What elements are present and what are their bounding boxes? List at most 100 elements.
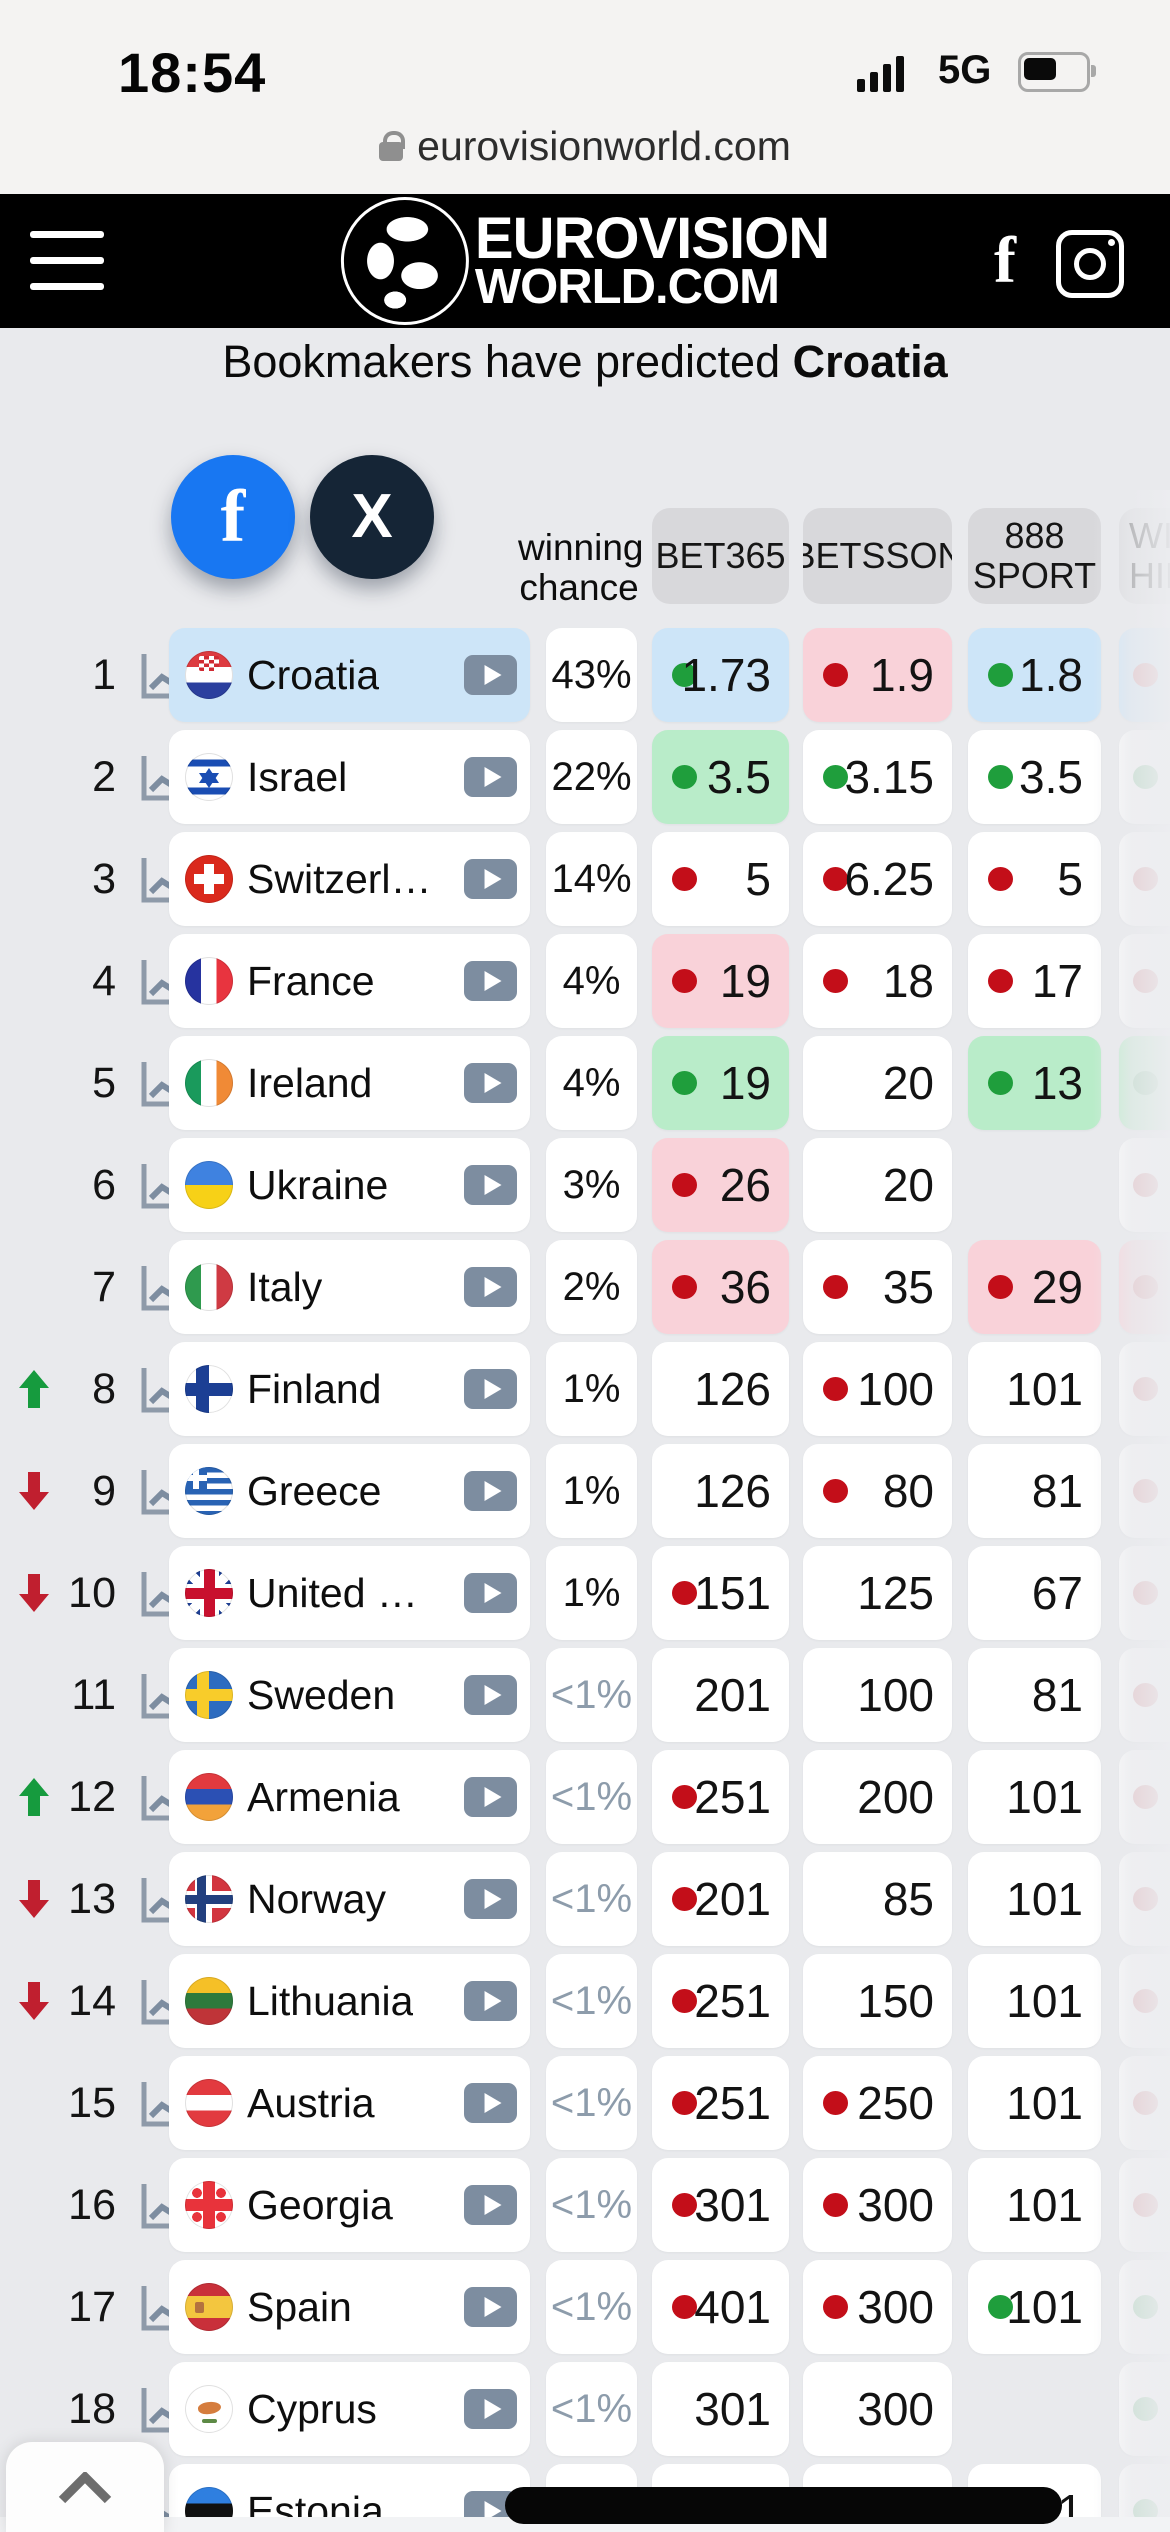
video-play-button[interactable]: [464, 757, 517, 797]
odds-cell[interactable]: 126: [652, 1342, 789, 1436]
odds-cell[interactable]: [1119, 1546, 1170, 1640]
odds-cell[interactable]: 1.8: [968, 628, 1101, 722]
odds-cell[interactable]: 101: [968, 1954, 1101, 2048]
odds-cell[interactable]: 200: [803, 1750, 952, 1844]
odds-cell[interactable]: 35: [803, 1240, 952, 1334]
video-play-button[interactable]: [464, 1471, 517, 1511]
odds-cell[interactable]: 101: [968, 1750, 1101, 1844]
odds-cell[interactable]: 301: [652, 2362, 789, 2456]
odds-cell[interactable]: 250: [803, 2056, 952, 2150]
video-play-button[interactable]: [464, 2287, 517, 2327]
column-header-betsson[interactable]: BETSSON: [803, 508, 952, 604]
instagram-icon[interactable]: [1056, 230, 1124, 298]
odds-cell[interactable]: 251: [652, 1750, 789, 1844]
odds-cell[interactable]: 67: [968, 1546, 1101, 1640]
odds-cell[interactable]: 300: [803, 2158, 952, 2252]
odds-cell[interactable]: [1119, 1750, 1170, 1844]
country-cell[interactable]: Greece: [169, 1444, 530, 1538]
country-cell[interactable]: United Kingdom: [169, 1546, 530, 1640]
odds-cell[interactable]: 3.5: [968, 730, 1101, 824]
odds-cell[interactable]: 29: [968, 1240, 1101, 1334]
odds-cell[interactable]: 126: [652, 1444, 789, 1538]
odds-cell[interactable]: [1119, 628, 1170, 722]
odds-cell[interactable]: 20: [803, 1138, 952, 1232]
country-cell[interactable]: Croatia: [169, 628, 530, 722]
video-play-button[interactable]: [464, 2083, 517, 2123]
odds-cell[interactable]: [1119, 2260, 1170, 2354]
odds-cell[interactable]: [1119, 2056, 1170, 2150]
video-play-button[interactable]: [464, 2389, 517, 2429]
video-play-button[interactable]: [464, 1777, 517, 1817]
odds-cell[interactable]: [1119, 1036, 1170, 1130]
odds-cell[interactable]: 150: [803, 1954, 952, 2048]
odds-cell[interactable]: 401: [652, 2260, 789, 2354]
odds-cell[interactable]: 101: [968, 2260, 1101, 2354]
odds-cell[interactable]: 3.15: [803, 730, 952, 824]
x-share-button[interactable]: X: [310, 455, 434, 579]
odds-cell[interactable]: 17: [968, 934, 1101, 1028]
odds-cell[interactable]: 26: [652, 1138, 789, 1232]
country-cell[interactable]: Ukraine: [169, 1138, 530, 1232]
video-play-button[interactable]: [464, 1573, 517, 1613]
odds-cell[interactable]: 101: [968, 2056, 1101, 2150]
country-cell[interactable]: Norway: [169, 1852, 530, 1946]
odds-cell[interactable]: 251: [652, 1954, 789, 2048]
odds-cell[interactable]: [1119, 730, 1170, 824]
odds-cell[interactable]: 5: [968, 832, 1101, 926]
odds-cell[interactable]: [1119, 1852, 1170, 1946]
odds-cell[interactable]: [1119, 1240, 1170, 1334]
odds-cell[interactable]: [1119, 1954, 1170, 2048]
video-play-button[interactable]: [464, 1675, 517, 1715]
odds-cell[interactable]: [1119, 832, 1170, 926]
odds-cell[interactable]: 101: [968, 2158, 1101, 2252]
address-bar[interactable]: eurovisionworld.com: [0, 118, 1170, 174]
country-cell[interactable]: Georgia: [169, 2158, 530, 2252]
video-play-button[interactable]: [464, 2185, 517, 2225]
facebook-icon[interactable]: f: [994, 224, 1016, 297]
video-play-button[interactable]: [464, 961, 517, 1001]
odds-cell[interactable]: 251: [652, 2056, 789, 2150]
country-cell[interactable]: Spain: [169, 2260, 530, 2354]
odds-cell[interactable]: 301: [652, 2158, 789, 2252]
odds-cell[interactable]: 101: [968, 1852, 1101, 1946]
facebook-share-button[interactable]: f: [171, 455, 295, 579]
odds-cell[interactable]: 19: [652, 1036, 789, 1130]
column-header-bet365[interactable]: BET365: [652, 508, 789, 604]
country-cell[interactable]: Lithuania: [169, 1954, 530, 2048]
odds-cell[interactable]: 201: [652, 1648, 789, 1742]
odds-cell[interactable]: 100: [803, 1648, 952, 1742]
odds-cell[interactable]: 80: [803, 1444, 952, 1538]
odds-cell[interactable]: [1119, 2158, 1170, 2252]
site-logo[interactable]: EUROVISION WORLD.COM: [340, 197, 830, 325]
odds-cell[interactable]: 81: [968, 1648, 1101, 1742]
country-cell[interactable]: Switzerland: [169, 832, 530, 926]
odds-cell[interactable]: 36: [652, 1240, 789, 1334]
column-header-888-sport[interactable]: 888 SPORT: [968, 508, 1101, 604]
odds-cell[interactable]: 125: [803, 1546, 952, 1640]
odds-cell[interactable]: 1.73: [652, 628, 789, 722]
odds-cell[interactable]: 151: [652, 1546, 789, 1640]
odds-cell[interactable]: 85: [803, 1852, 952, 1946]
odds-cell[interactable]: [1119, 1444, 1170, 1538]
odds-cell[interactable]: 6.25: [803, 832, 952, 926]
country-cell[interactable]: Sweden: [169, 1648, 530, 1742]
odds-cell[interactable]: 5: [652, 832, 789, 926]
odds-cell[interactable]: [1119, 1342, 1170, 1436]
odds-cell[interactable]: [1119, 934, 1170, 1028]
country-cell[interactable]: France: [169, 934, 530, 1028]
country-cell[interactable]: Finland: [169, 1342, 530, 1436]
country-cell[interactable]: Cyprus: [169, 2362, 530, 2456]
odds-cell[interactable]: 101: [968, 1342, 1101, 1436]
column-header-william-hill[interactable]: WILLIAM HILL: [1119, 508, 1170, 604]
odds-cell[interactable]: [1119, 1648, 1170, 1742]
odds-cell[interactable]: 19: [652, 934, 789, 1028]
odds-cell[interactable]: [1119, 2362, 1170, 2456]
odds-cell[interactable]: 20: [803, 1036, 952, 1130]
odds-cell[interactable]: 81: [968, 1444, 1101, 1538]
video-play-button[interactable]: [464, 1267, 517, 1307]
video-play-button[interactable]: [464, 859, 517, 899]
url-text[interactable]: eurovisionworld.com: [417, 122, 791, 169]
video-play-button[interactable]: [464, 1981, 517, 2021]
country-cell[interactable]: Austria: [169, 2056, 530, 2150]
odds-cell[interactable]: 18: [803, 934, 952, 1028]
